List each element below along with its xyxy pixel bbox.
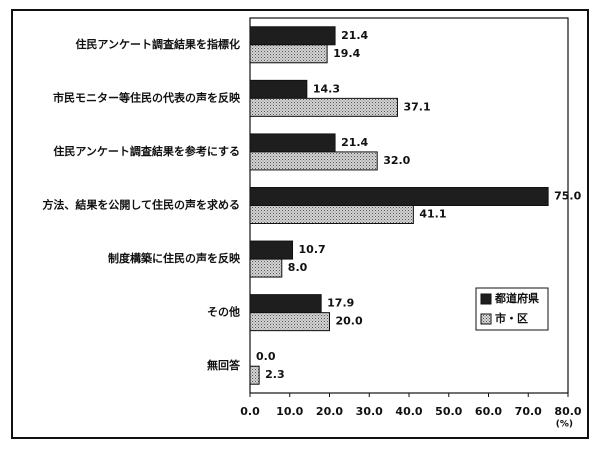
category-label: 方法、結果を公開して住民の声を求める	[42, 198, 240, 212]
legend-label: 市・区	[495, 311, 528, 325]
x-tick-label: 10.0	[276, 405, 303, 418]
bar	[249, 133, 336, 153]
x-tick-label: 60.0	[475, 405, 502, 418]
x-tick-label: 0.0	[240, 405, 260, 418]
category-label: 住民アンケート調査結果を指標化	[75, 37, 240, 51]
x-tick-label: 70.0	[515, 405, 542, 418]
value-label: 41.1	[419, 208, 446, 221]
value-label: 32.0	[383, 154, 410, 167]
category-label: その他	[207, 305, 240, 319]
bar	[249, 258, 283, 278]
bar	[249, 44, 328, 64]
value-label: 75.0	[554, 190, 581, 203]
value-label: 0.0	[256, 350, 276, 363]
legend-swatch	[480, 293, 492, 305]
bar	[249, 151, 378, 171]
bar	[249, 79, 308, 99]
value-label: 21.4	[341, 136, 368, 149]
value-label: 2.3	[265, 368, 285, 381]
x-axis-unit: (%)	[556, 420, 573, 430]
category-label: 市民モニター等住民の代表の声を反映	[53, 90, 241, 104]
value-label: 37.1	[403, 100, 430, 113]
category-label: 住民アンケート調査結果を参考にする	[53, 144, 240, 158]
value-label: 17.9	[327, 297, 354, 310]
x-tick-label: 20.0	[316, 405, 343, 418]
legend-swatch	[480, 313, 492, 325]
bar	[249, 97, 398, 117]
bar	[249, 205, 414, 224]
value-label: 8.0	[288, 261, 308, 274]
x-tick-label: 30.0	[356, 405, 383, 418]
x-tick-label: 40.0	[395, 405, 422, 418]
value-label: 19.4	[333, 47, 360, 60]
value-label: 10.7	[299, 243, 326, 256]
bar	[249, 312, 330, 332]
category-label: 無回答	[207, 358, 241, 372]
x-tick-label: 80.0	[554, 405, 581, 418]
frame	[11, 9, 589, 439]
bar	[249, 294, 322, 314]
category-label: 制度構築に住民の声を反映	[108, 251, 241, 265]
bar	[249, 187, 549, 206]
bar	[249, 26, 336, 46]
value-label: 14.3	[313, 82, 340, 95]
legend-label: 都道府県	[494, 291, 539, 305]
x-tick-label: 50.0	[435, 405, 462, 418]
value-label: 21.4	[341, 29, 368, 42]
bar	[249, 240, 294, 260]
value-label: 20.0	[336, 315, 363, 328]
bar	[249, 365, 260, 385]
